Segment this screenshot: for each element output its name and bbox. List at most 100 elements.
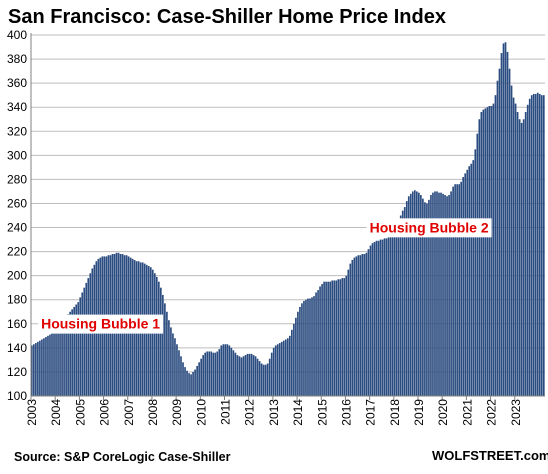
bar-18 [67,314,69,396]
bar-149 [331,280,334,396]
bar-136 [305,299,307,396]
bar-175 [383,238,386,396]
bar-63 [157,281,160,396]
bar-210 [454,184,456,396]
annotation-background [38,314,164,334]
bar-17 [65,316,67,396]
bar-169 [371,243,374,396]
bar-251 [536,92,539,396]
annotation-background [366,218,492,238]
bar-118 [268,358,271,396]
bar-135 [303,300,305,396]
bar-208 [450,191,452,396]
bar-158 [349,263,352,396]
x-tick-label-2013: 2013 [267,399,281,426]
bar-5 [41,339,43,396]
y-tick-label-200: 200 [7,269,27,283]
bar-178 [389,237,392,396]
bar-16 [63,318,65,396]
bar-96 [224,344,227,396]
bar-162 [357,255,360,396]
bar-187 [407,196,410,396]
bar-226 [486,107,489,396]
bar-232 [498,68,501,396]
bar-78 [188,373,190,396]
bar-221 [476,133,479,397]
bar-81 [194,369,196,396]
bar-67 [166,311,168,396]
bar-23 [77,302,80,396]
bar-176 [385,238,388,396]
bar-123 [278,343,281,396]
bar-129 [291,329,293,396]
bar-19 [69,311,71,396]
bar-167 [367,249,370,396]
bar-21 [73,306,75,396]
bar-132 [297,311,299,396]
bar-100 [232,350,235,396]
bar-145 [323,281,325,396]
bar-110 [252,355,255,396]
bar-124 [280,341,283,396]
bar-165 [363,254,366,396]
bar-231 [496,80,499,396]
bar-184 [401,210,404,396]
bar-106 [244,355,247,396]
bar-117 [266,363,269,396]
bar-120 [272,347,275,396]
bar-15 [61,321,63,396]
annotation-label: Housing Bubble 2 [370,219,489,235]
bar-154 [341,278,344,396]
bar-174 [381,239,384,396]
bar-140 [313,296,315,396]
source-note: Source: S&P CoreLogic Case-Shiller [14,450,231,464]
bar-157 [347,269,350,396]
y-tick-label-300: 300 [7,148,27,162]
bar-147 [327,281,329,396]
bar-71 [174,338,176,396]
bar-249 [532,93,535,397]
x-tick-label-2005: 2005 [73,399,87,426]
bar-160 [353,257,356,396]
bar-247 [528,98,531,396]
annotation-2: Housing Bubble 2 [366,218,492,238]
bar-237 [508,68,511,396]
y-tick-label-280: 280 [7,172,27,186]
bar-201 [436,191,438,396]
bar-14 [59,323,61,396]
bar-155 [343,278,346,396]
bar-250 [534,93,537,397]
bar-171 [375,240,378,396]
bar-107 [246,353,249,396]
bar-134 [301,303,303,396]
bar-168 [369,245,372,396]
y-tick-label-160: 160 [7,317,27,331]
bar-179 [391,234,394,396]
bar-125 [282,340,285,396]
bar-6 [43,338,45,396]
bar-182 [397,220,400,396]
bar-234 [502,43,505,397]
bar-198 [430,195,432,396]
x-tick-label-2012: 2012 [243,399,257,426]
bar-185 [403,207,406,396]
x-tick-label-2007: 2007 [122,399,136,426]
bar-194 [422,198,424,396]
bar-186 [405,201,408,396]
bar-8 [47,335,49,396]
bar-87 [206,351,209,396]
bar-2 [35,343,37,396]
bar-9 [49,334,51,396]
bar-248 [530,95,533,397]
x-tick-label-2019: 2019 [412,399,426,426]
bar-206 [446,196,448,396]
bar-240 [514,103,517,396]
bar-91 [214,352,217,396]
x-tick-label-2003: 2003 [25,399,39,426]
bar-151 [335,280,338,396]
y-tick-label-380: 380 [7,52,27,66]
bar-166 [365,252,368,396]
bar-22 [75,304,78,396]
bar-139 [311,297,313,396]
bar-244 [522,119,525,396]
